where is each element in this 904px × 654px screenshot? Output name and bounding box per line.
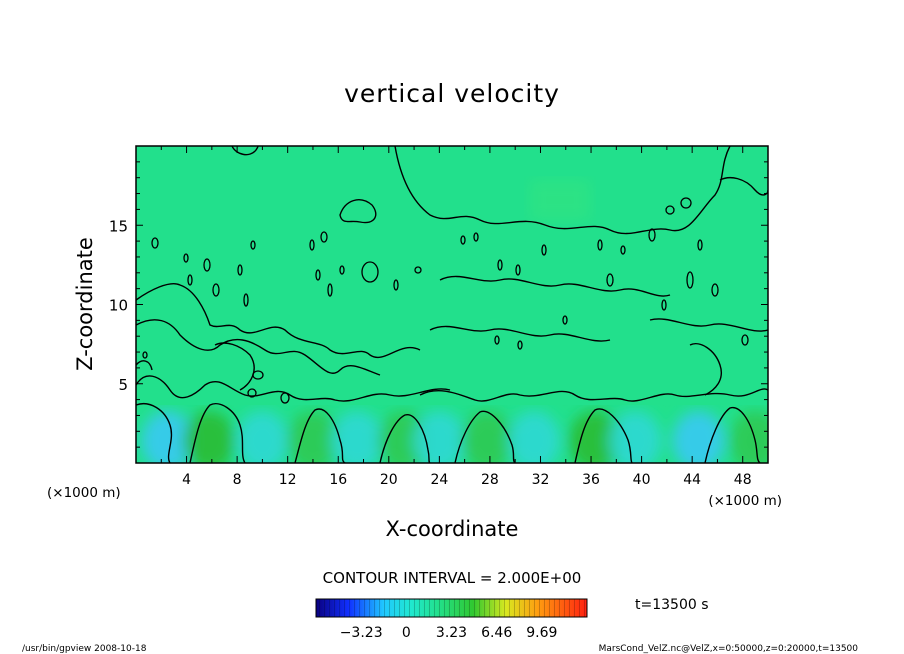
x-unit-label-right: (×1000 m) [708, 493, 782, 509]
x-tick-label: 48 [734, 472, 752, 488]
surface-cell-0 [141, 411, 194, 463]
footer-right: MarsCond_VelZ.nc@VelZ,x=0:50000,z=0:2000… [599, 644, 859, 654]
surface-cell-6 [413, 411, 466, 463]
surface-cell-3 [286, 411, 339, 463]
colorbar-tick-label: −3.23 [340, 625, 383, 641]
surface-cell-11 [672, 411, 725, 463]
x-unit-label-left: (×1000 m) [47, 485, 121, 501]
x-tick-label: 16 [329, 472, 347, 488]
y-axis-label: Z-coordinate [73, 237, 97, 371]
surface-cell-9 [568, 411, 621, 463]
x-tick-label: 24 [430, 472, 448, 488]
contour-blobs [142, 197, 749, 404]
x-tick-label: 40 [633, 472, 651, 488]
surface-cell-10 [609, 411, 662, 463]
y-tick-label: 5 [118, 376, 128, 394]
x-tick-label: 8 [233, 472, 242, 488]
x-tick-label: 12 [279, 472, 297, 488]
surface-cell-12 [729, 411, 768, 463]
plot-background [136, 146, 768, 463]
x-tick-label: 20 [380, 472, 398, 488]
surface-cell-8 [508, 411, 561, 463]
y-tick-label: 15 [109, 217, 128, 235]
x-axis-label: X-coordinate [386, 517, 519, 541]
x-tick-label: 44 [683, 472, 701, 488]
colorbar-tick-label: 3.23 [436, 625, 467, 641]
y-tick-label: 10 [109, 297, 128, 315]
contour-interval-label: CONTOUR INTERVAL = 2.000E+00 [323, 569, 582, 587]
surface-cell-2 [236, 411, 289, 463]
surface-cell-7 [461, 411, 514, 463]
contour-lines [136, 146, 768, 463]
surface-cell-1 [183, 411, 236, 463]
time-label: t=13500 s [635, 597, 709, 613]
chart-title: vertical velocity [344, 79, 560, 108]
colorbar-tick-label: 9.69 [526, 625, 557, 641]
x-tick-label: 36 [582, 472, 600, 488]
x-tick-label: 28 [481, 472, 499, 488]
x-tick-label: 4 [182, 472, 191, 488]
footer-left: /usr/bin/gpview 2008-10-18 [22, 644, 147, 654]
x-tick-label: 32 [532, 472, 550, 488]
surface-cell-4 [331, 411, 384, 463]
colorbar-tick-label: 6.46 [481, 625, 512, 641]
colorbar [315, 598, 588, 618]
colorbar-tick-label: 0 [402, 625, 411, 641]
